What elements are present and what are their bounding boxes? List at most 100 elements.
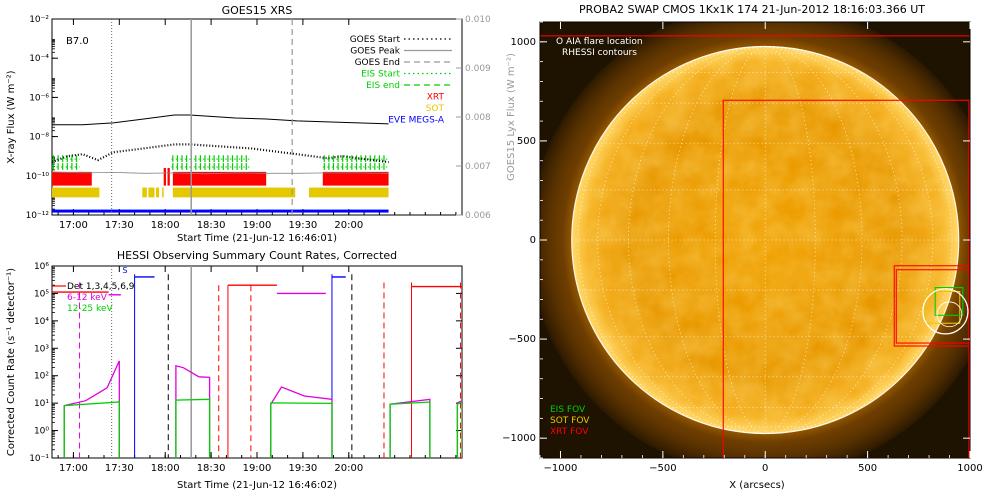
hessi-6-12-kev-line <box>456 399 462 458</box>
goes-legend-label: XRT <box>427 93 445 103</box>
goes-legend-label: SOT <box>426 104 445 114</box>
sot-interval-bar <box>162 187 164 198</box>
hessi-y-tick-label: 10⁵ <box>34 289 49 299</box>
hessi-6-12-kev-line <box>175 364 211 458</box>
swap-title: PROBA2 SWAP CMOS 1Kx1K 174 21-Jun-2012 1… <box>579 3 925 16</box>
aia-flare-circle <box>922 288 969 335</box>
goes-legend-label: EIS end <box>366 81 400 91</box>
hessi-x-tick-label: 20:00 <box>334 463 363 474</box>
longitude-line <box>668 46 766 434</box>
sot-interval-bar <box>156 187 160 198</box>
xrt-interval-bar <box>322 171 389 186</box>
hessi-y-tick-label: 10³ <box>34 344 49 354</box>
hessi-panel: HESSI Observing Summary Count Rates, Cor… <box>6 249 463 491</box>
goes-y2-tick-label: 0.009 <box>465 64 491 74</box>
longitude-line <box>765 46 903 434</box>
hessi-y-tick-label: 10⁴ <box>34 317 49 327</box>
goes-x-tick-label: 17:30 <box>105 220 134 231</box>
swap-legend-aia: O AIA flare location <box>556 37 643 47</box>
swap-image-panel: PROBA2 SWAP CMOS 1Kx1K 174 21-Jun-2012 1… <box>502 3 983 491</box>
goes-xrs-panel: GOES15 XRS B7.0 17:00 17:30 18:00 18:30 19:0… <box>6 4 517 244</box>
goes-y-axis-label: X-ray Flux (W m⁻²) <box>6 70 17 163</box>
goes-y-tick-label: 10⁻² <box>29 15 49 25</box>
hessi-x-axis-label: Start Time (21-Jun-12 16:46:02) <box>177 480 337 491</box>
goes-data <box>52 19 389 215</box>
swap-x-tick-label: 0 <box>762 463 768 474</box>
swap-x-tick-label: −500 <box>649 463 676 474</box>
longitude-line <box>628 46 766 434</box>
goes-y-tick-label: 10⁻¹² <box>26 211 50 221</box>
hessi-6-12-kev-line <box>389 398 431 458</box>
goes-y-tick-label: 10⁻⁴ <box>29 54 49 64</box>
goes-x-tick-label: 18:30 <box>197 220 226 231</box>
hessi-saa-annotation: S <box>122 266 127 275</box>
goes-legend-label: GOES End <box>355 58 400 68</box>
swap-x-tick-label: 1000 <box>957 463 982 474</box>
hessi-y-tick-label: 10² <box>34 372 49 382</box>
goes-y-tick-label: 10⁻⁸ <box>29 133 49 143</box>
hessi-x-tick-label: 18:30 <box>197 463 226 474</box>
hessi-6-12-kev-line <box>63 360 120 458</box>
swap-legend-fov: XRT FOV <box>550 427 589 437</box>
hessi-12-25-kev-line <box>389 401 431 458</box>
hessi-y-tick-label: 10⁶ <box>34 262 49 272</box>
hessi-x-tick-label: 17:00 <box>59 463 88 474</box>
hessi-y-tick-label: 10¹ <box>34 399 49 409</box>
goes-y2-tick-label: 0.008 <box>465 113 491 123</box>
hessi-x-tick-label: 18:00 <box>151 463 180 474</box>
lya-flux-line <box>52 171 389 175</box>
swap-legend-fov: EIS FOV <box>550 405 586 415</box>
hessi-ticks: 17:00 17:30 18:00 18:30 19:00 19:30 20:00 10⁻¹ 1… <box>29 262 462 474</box>
goes-legend-label: GOES Start <box>350 35 401 45</box>
sot-interval-bar <box>172 187 296 198</box>
eve-megs-a-bar <box>52 209 389 213</box>
swap-legend-fov: SOT FOV <box>550 416 590 426</box>
goes-title: GOES15 XRS <box>222 4 293 17</box>
swap-y-tick-label: 0 <box>530 235 536 246</box>
goes-x-tick-label: 20:00 <box>334 220 363 231</box>
hessi-data <box>52 266 462 458</box>
goes-x-tick-label: 19:00 <box>243 220 272 231</box>
sot-interval-bar <box>142 187 147 198</box>
hessi-12-25-kev-line <box>270 402 333 458</box>
xrt-interval-bar <box>172 171 267 186</box>
hessi-y-axis-label: Corrected Count Rate (s⁻¹ detector⁻¹) <box>6 268 17 456</box>
goes-x-tick-label: 18:00 <box>151 220 180 231</box>
rhessi-contour <box>936 301 963 328</box>
goes-y-tick-label: 10⁻⁶ <box>29 93 49 103</box>
swap-x-tick-label: 500 <box>858 463 877 474</box>
hessi-y-tick-label: 10⁻¹ <box>29 454 49 464</box>
hessi-6-12-kev-line <box>270 386 333 458</box>
goes-y2-tick-label: 0.010 <box>465 15 491 25</box>
hessi-legend-6-12: 6-12 keV <box>67 293 108 303</box>
xrt-interval-bar <box>167 167 170 186</box>
longitude-line <box>714 46 766 434</box>
xrs-long-channel-line <box>52 114 389 126</box>
goes-y-tick-label: 10⁻¹⁰ <box>26 172 50 182</box>
goes-x-tick-label: 17:00 <box>59 220 88 231</box>
swap-legend-rhessi: RHESSI contours <box>562 48 637 58</box>
goes-legend-label: GOES Peak <box>350 47 400 57</box>
hessi-y-tick-label: 10⁰ <box>34 427 49 437</box>
hessi-12-25-kev-line <box>456 401 462 458</box>
goes-x-axis-label: Start Time (21-Jun-12 16:46:01) <box>177 233 337 244</box>
heliographic-grid <box>571 45 960 435</box>
goes-y2-axis-label: GOES15 Lyx Flux (W m⁻²) <box>506 53 517 181</box>
goes-legend-label: EIS Start <box>361 70 400 80</box>
swap-image <box>540 22 970 458</box>
hessi-12-25-kev-line <box>175 398 211 458</box>
fov-box <box>934 287 964 316</box>
sot-interval-bar <box>309 187 389 198</box>
hessi-legend-12-25: 12-25 keV <box>67 304 113 314</box>
hessi-x-tick-label: 19:30 <box>288 463 317 474</box>
xrt-interval-bar <box>52 171 92 186</box>
swap-y-tick-label: 500 <box>517 136 536 147</box>
goes-legend-label: EVE MEGS-A <box>388 116 445 126</box>
swap-y-tick-label: 1000 <box>511 37 536 48</box>
swap-x-axis-label: X (arcsecs) <box>729 480 785 491</box>
swap-y-tick-label: −1000 <box>502 433 536 444</box>
